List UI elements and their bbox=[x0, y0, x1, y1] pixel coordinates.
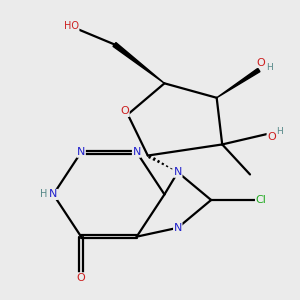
Text: O: O bbox=[120, 106, 129, 116]
Text: O: O bbox=[267, 132, 276, 142]
Polygon shape bbox=[217, 68, 260, 98]
Text: H: H bbox=[40, 189, 47, 200]
Text: H: H bbox=[276, 127, 283, 136]
Text: O: O bbox=[77, 273, 85, 283]
Text: N: N bbox=[49, 189, 58, 200]
Text: N: N bbox=[174, 223, 182, 233]
Text: H: H bbox=[266, 62, 273, 71]
Text: HO: HO bbox=[64, 21, 79, 31]
Polygon shape bbox=[113, 43, 164, 83]
Text: O: O bbox=[256, 58, 265, 68]
Text: N: N bbox=[174, 167, 182, 177]
Text: Cl: Cl bbox=[256, 195, 266, 205]
Text: N: N bbox=[77, 147, 85, 157]
Text: N: N bbox=[133, 147, 141, 157]
